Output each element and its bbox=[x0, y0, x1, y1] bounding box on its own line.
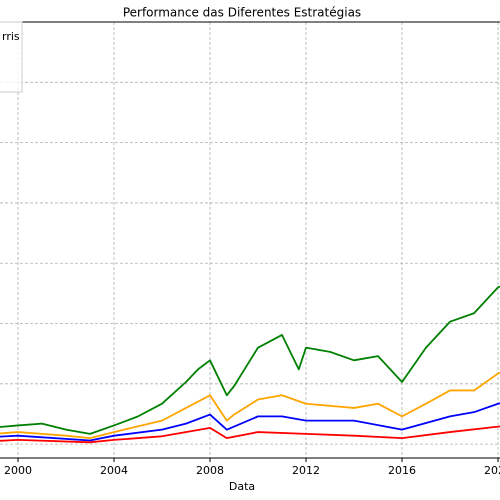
series-line bbox=[0, 371, 500, 439]
series-line bbox=[0, 402, 500, 442]
chart-title: Performance das Diferentes Estratégias bbox=[123, 6, 361, 20]
x-axis-label: Data bbox=[229, 480, 255, 493]
x-tick-label: 2016 bbox=[388, 464, 416, 477]
x-tick-label: 2012 bbox=[292, 464, 320, 477]
x-tick-label: 2008 bbox=[196, 464, 224, 477]
x-tick-label: 2004 bbox=[100, 464, 128, 477]
x-tick-label: 2000 bbox=[4, 464, 32, 477]
series-line bbox=[0, 425, 500, 444]
x-tick-label: 2020 bbox=[484, 464, 500, 477]
plot-frame bbox=[0, 21, 500, 459]
legend-box bbox=[0, 21, 23, 93]
legend-label: rris bbox=[2, 30, 20, 43]
series-line bbox=[0, 285, 500, 435]
